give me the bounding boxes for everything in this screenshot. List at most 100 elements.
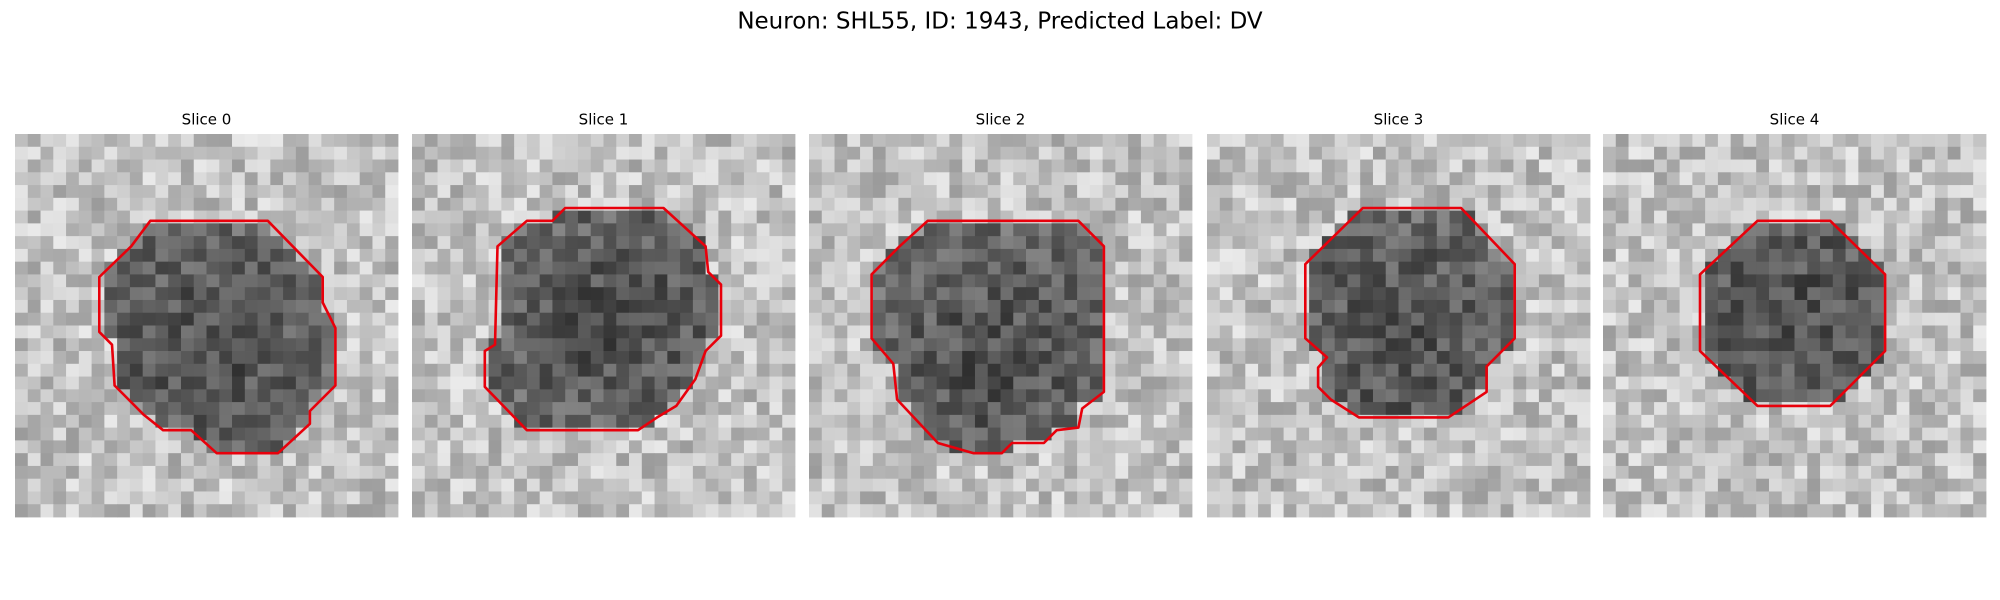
pixel (1207, 376, 1221, 390)
pixel (1781, 491, 1795, 505)
pixel (219, 453, 233, 467)
pixel (1551, 376, 1565, 390)
pixel (1064, 338, 1078, 352)
pixel (1947, 504, 1961, 518)
pixel (53, 465, 67, 480)
pixel (78, 389, 92, 403)
pixel (821, 134, 835, 148)
pixel (155, 248, 169, 263)
pixel (552, 491, 566, 505)
pixel (847, 389, 861, 403)
pixel (1526, 146, 1540, 160)
pixel (117, 299, 131, 314)
pixel (155, 363, 169, 377)
pixel (743, 389, 758, 403)
pixel (1385, 427, 1399, 441)
pixel (66, 159, 80, 173)
pixel (743, 325, 758, 339)
pixel (450, 376, 464, 390)
pixel (654, 299, 668, 314)
pixel (1128, 427, 1142, 441)
pixel (769, 491, 783, 505)
pixel (1321, 223, 1336, 237)
pixel (501, 427, 515, 441)
pixel (1128, 197, 1142, 211)
pixel (91, 478, 105, 492)
pixel (1179, 134, 1193, 148)
pixel (334, 465, 348, 480)
pixel (463, 465, 477, 480)
pixel (334, 504, 348, 518)
pixel (743, 197, 758, 211)
pixel (244, 299, 258, 314)
pixel (475, 504, 489, 518)
pixel (1372, 134, 1387, 148)
pixel (1258, 491, 1272, 505)
pixel (936, 312, 950, 326)
pixel (244, 363, 258, 377)
pixel (1692, 389, 1706, 403)
pixel (1820, 185, 1834, 199)
pixel (1232, 172, 1246, 186)
pixel (66, 465, 80, 480)
pixel (590, 248, 604, 263)
pixel (66, 491, 80, 505)
pixel (180, 134, 195, 148)
pixel (1717, 261, 1732, 275)
pixel (1883, 427, 1898, 441)
pixel (295, 389, 310, 403)
pixel (769, 287, 783, 301)
pixel (1166, 172, 1180, 186)
pixel (603, 236, 617, 250)
pixel (539, 299, 553, 314)
pixel (1513, 325, 1527, 339)
pixel (1717, 146, 1732, 160)
pixel (450, 146, 464, 160)
pixel (514, 159, 528, 173)
pixel (526, 465, 541, 480)
pixel (821, 261, 835, 275)
pixel (629, 159, 643, 173)
pixel (1462, 504, 1476, 518)
pixel (1538, 274, 1553, 288)
pixel (1449, 478, 1463, 492)
pixel (1064, 478, 1078, 492)
pixel (321, 465, 335, 480)
pixel (1245, 248, 1259, 263)
pixel (27, 134, 41, 148)
pixel (437, 236, 451, 250)
pixel (667, 440, 681, 454)
pixel (1615, 440, 1629, 454)
pixel (577, 287, 592, 301)
pixel (629, 465, 643, 480)
pixel (1858, 159, 1872, 173)
pixel (809, 351, 823, 365)
pixel (346, 197, 361, 211)
pixel (1475, 248, 1489, 263)
pixel (1820, 299, 1834, 314)
pixel (1705, 223, 1719, 237)
pixel (1179, 299, 1193, 314)
pixel (1258, 325, 1272, 339)
pixel (1603, 440, 1617, 454)
pixel (1973, 440, 1987, 454)
pixel (1115, 248, 1129, 263)
pixel (705, 376, 719, 390)
pixel (1487, 159, 1502, 173)
pixel (1551, 236, 1565, 250)
pixel (809, 248, 823, 263)
pixel (731, 299, 745, 314)
pixel (1500, 453, 1514, 467)
pixel (501, 453, 515, 467)
pixel (1077, 504, 1091, 518)
pixel (308, 248, 322, 263)
pixel (104, 223, 118, 237)
pixel (1705, 465, 1719, 480)
pixel (488, 146, 502, 160)
pixel (949, 299, 963, 314)
pixel (1654, 427, 1668, 441)
pixel (1858, 146, 1872, 160)
pixel (1013, 351, 1027, 365)
pixel (1166, 465, 1180, 480)
pixel (424, 504, 438, 518)
